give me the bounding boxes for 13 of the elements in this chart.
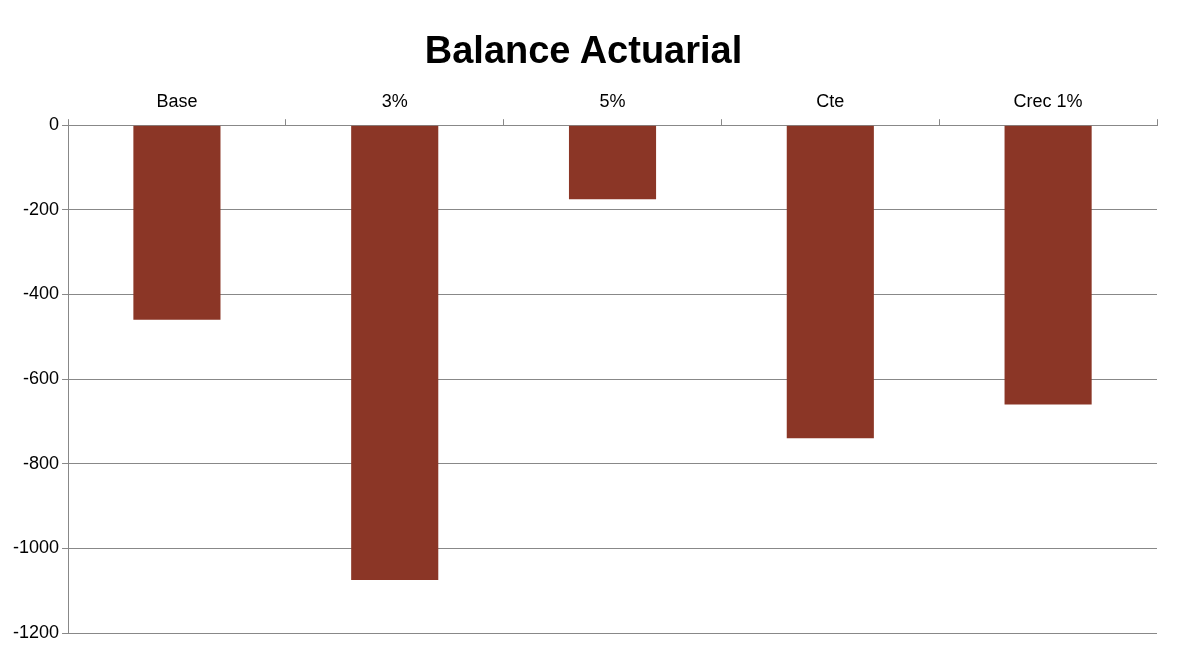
y-tick-label: 0	[49, 114, 60, 135]
y-tick-label: -800	[23, 452, 60, 473]
y-tick-label: -200	[23, 198, 60, 219]
x-tick-label: Base	[156, 91, 198, 112]
x-tick-label: Crec 1%	[1013, 91, 1083, 112]
y-tick-label: -1000	[12, 537, 60, 558]
x-tick-label: Cte	[816, 91, 845, 112]
chart-title: Balance Actuarial	[424, 29, 743, 72]
x-tick-label: 3%	[381, 91, 408, 112]
y-tick-label: -400	[23, 283, 60, 304]
x-tick-label: 5%	[599, 91, 626, 112]
y-tick-label: -600	[23, 368, 60, 389]
y-tick-label: -1200	[12, 621, 60, 642]
